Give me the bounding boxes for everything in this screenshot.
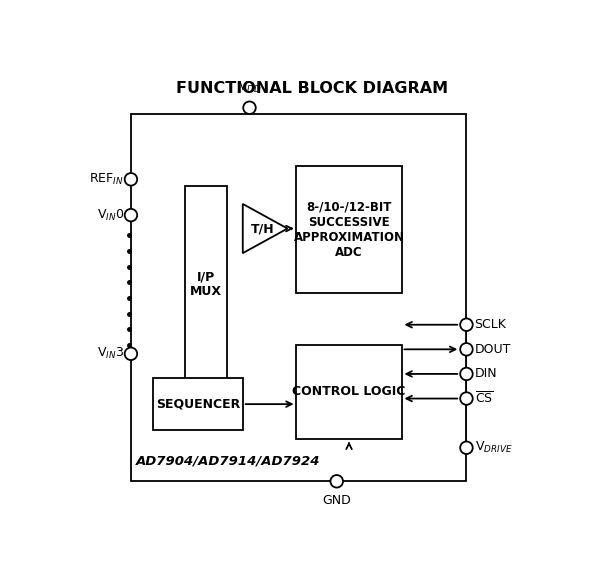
Circle shape — [243, 102, 256, 114]
Bar — [185, 186, 227, 383]
Bar — [297, 166, 401, 293]
Text: AD7904/AD7914/AD7924: AD7904/AD7914/AD7924 — [135, 455, 320, 468]
Circle shape — [125, 173, 137, 185]
Circle shape — [331, 475, 343, 487]
Text: 8-/10-/12-BIT
SUCCESSIVE
APPROXIMATION
ADC: 8-/10-/12-BIT SUCCESSIVE APPROXIMATION A… — [294, 200, 404, 259]
Circle shape — [460, 392, 473, 405]
Text: V$_{DD}$: V$_{DD}$ — [238, 80, 261, 95]
Text: CONTROL LOGIC: CONTROL LOGIC — [292, 385, 406, 399]
Circle shape — [460, 343, 473, 356]
Circle shape — [460, 368, 473, 380]
Text: I/P
MUX: I/P MUX — [190, 271, 222, 299]
Text: V$_{DRIVE}$: V$_{DRIVE}$ — [474, 440, 512, 456]
Text: V$_{IN}$0: V$_{IN}$0 — [97, 207, 124, 223]
Bar — [297, 345, 401, 439]
Bar — [153, 378, 243, 430]
Text: T/H: T/H — [251, 222, 275, 235]
Circle shape — [125, 209, 137, 221]
Circle shape — [125, 347, 137, 360]
Text: DOUT: DOUT — [474, 343, 511, 356]
Text: DIN: DIN — [474, 367, 497, 381]
Circle shape — [460, 442, 473, 454]
Text: REF$_{IN}$: REF$_{IN}$ — [90, 172, 124, 187]
Text: $\overline{\mathsf{CS}}$: $\overline{\mathsf{CS}}$ — [474, 391, 493, 406]
Bar — [131, 114, 466, 481]
Text: SEQUENCER: SEQUENCER — [156, 397, 240, 411]
Text: GND: GND — [322, 494, 351, 507]
Text: V$_{IN}$3: V$_{IN}$3 — [97, 346, 124, 361]
Text: SCLK: SCLK — [474, 318, 506, 331]
Text: FUNCTIONAL BLOCK DIAGRAM: FUNCTIONAL BLOCK DIAGRAM — [176, 81, 448, 96]
Circle shape — [460, 318, 473, 331]
